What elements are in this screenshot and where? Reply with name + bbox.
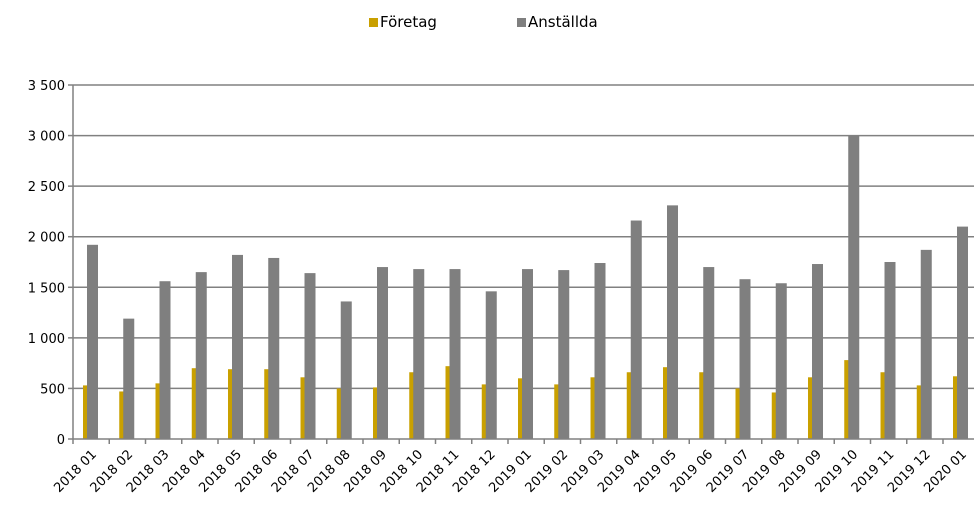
bar-anstallda-2018-08 [340,301,352,439]
bar-anstallda-2018-04 [195,272,207,439]
bar-anstallda-2019-04 [630,220,642,439]
y-tick-labels: 0 500 1 000 1 500 2 000 2 500 3 000 3 500 [28,79,65,448]
legend-swatch-foretag [369,18,378,27]
axes [68,84,974,444]
bar-anstallda-2019-12 [920,249,932,439]
legend-label-foretag: Företag [380,13,437,31]
bar-anstallda-2018-11 [449,269,461,439]
bar-anstallda-2018-10 [413,269,425,439]
y-tick-label: 0 [57,433,65,448]
bar-anstallda-2019-07 [739,279,751,439]
y-tick-label: 2 500 [28,180,65,195]
bar-anstallda-2019-05 [667,205,678,439]
y-tick-label: 1 000 [28,332,65,347]
bar-anstallda-2018-01 [87,244,98,439]
y-tick-label: 1 500 [28,281,65,296]
bar-anstallda-2019-08 [775,283,787,439]
bar-anstallda-2020-01 [957,226,968,439]
y-tick-label: 3 000 [28,130,65,145]
bar-anstallda-2019-03 [594,263,606,439]
legend-label-anstallda: Anställda [528,13,598,31]
y-tick-label: 2 000 [28,231,65,246]
bar-anstallda-2019-02 [558,270,570,439]
bar-anstallda-2018-06 [268,257,280,439]
bar-anstallda-2018-07 [304,273,316,439]
y-tick-label: 500 [40,382,65,397]
legend-swatch-anstallda [517,18,526,27]
bar-anstallda-2019-11 [884,262,896,439]
bar-anstallda-2018-12 [485,291,497,439]
y-tick-label: 3 500 [28,79,65,94]
bar-anstallda-2018-05 [232,254,243,439]
bar-anstallda-2018-03 [159,281,171,439]
bar-anstallda-2018-02 [123,318,135,439]
bar-anstallda-2019-09 [812,264,823,439]
legend: Företag Anställda [369,13,598,31]
bar-anstallda-2018-09 [377,267,388,439]
bar-anstallda-2019-06 [703,267,715,439]
bar-anstallda-2019-01 [522,269,533,439]
bars [83,135,968,440]
bar-anstallda-2019-10 [848,135,860,440]
